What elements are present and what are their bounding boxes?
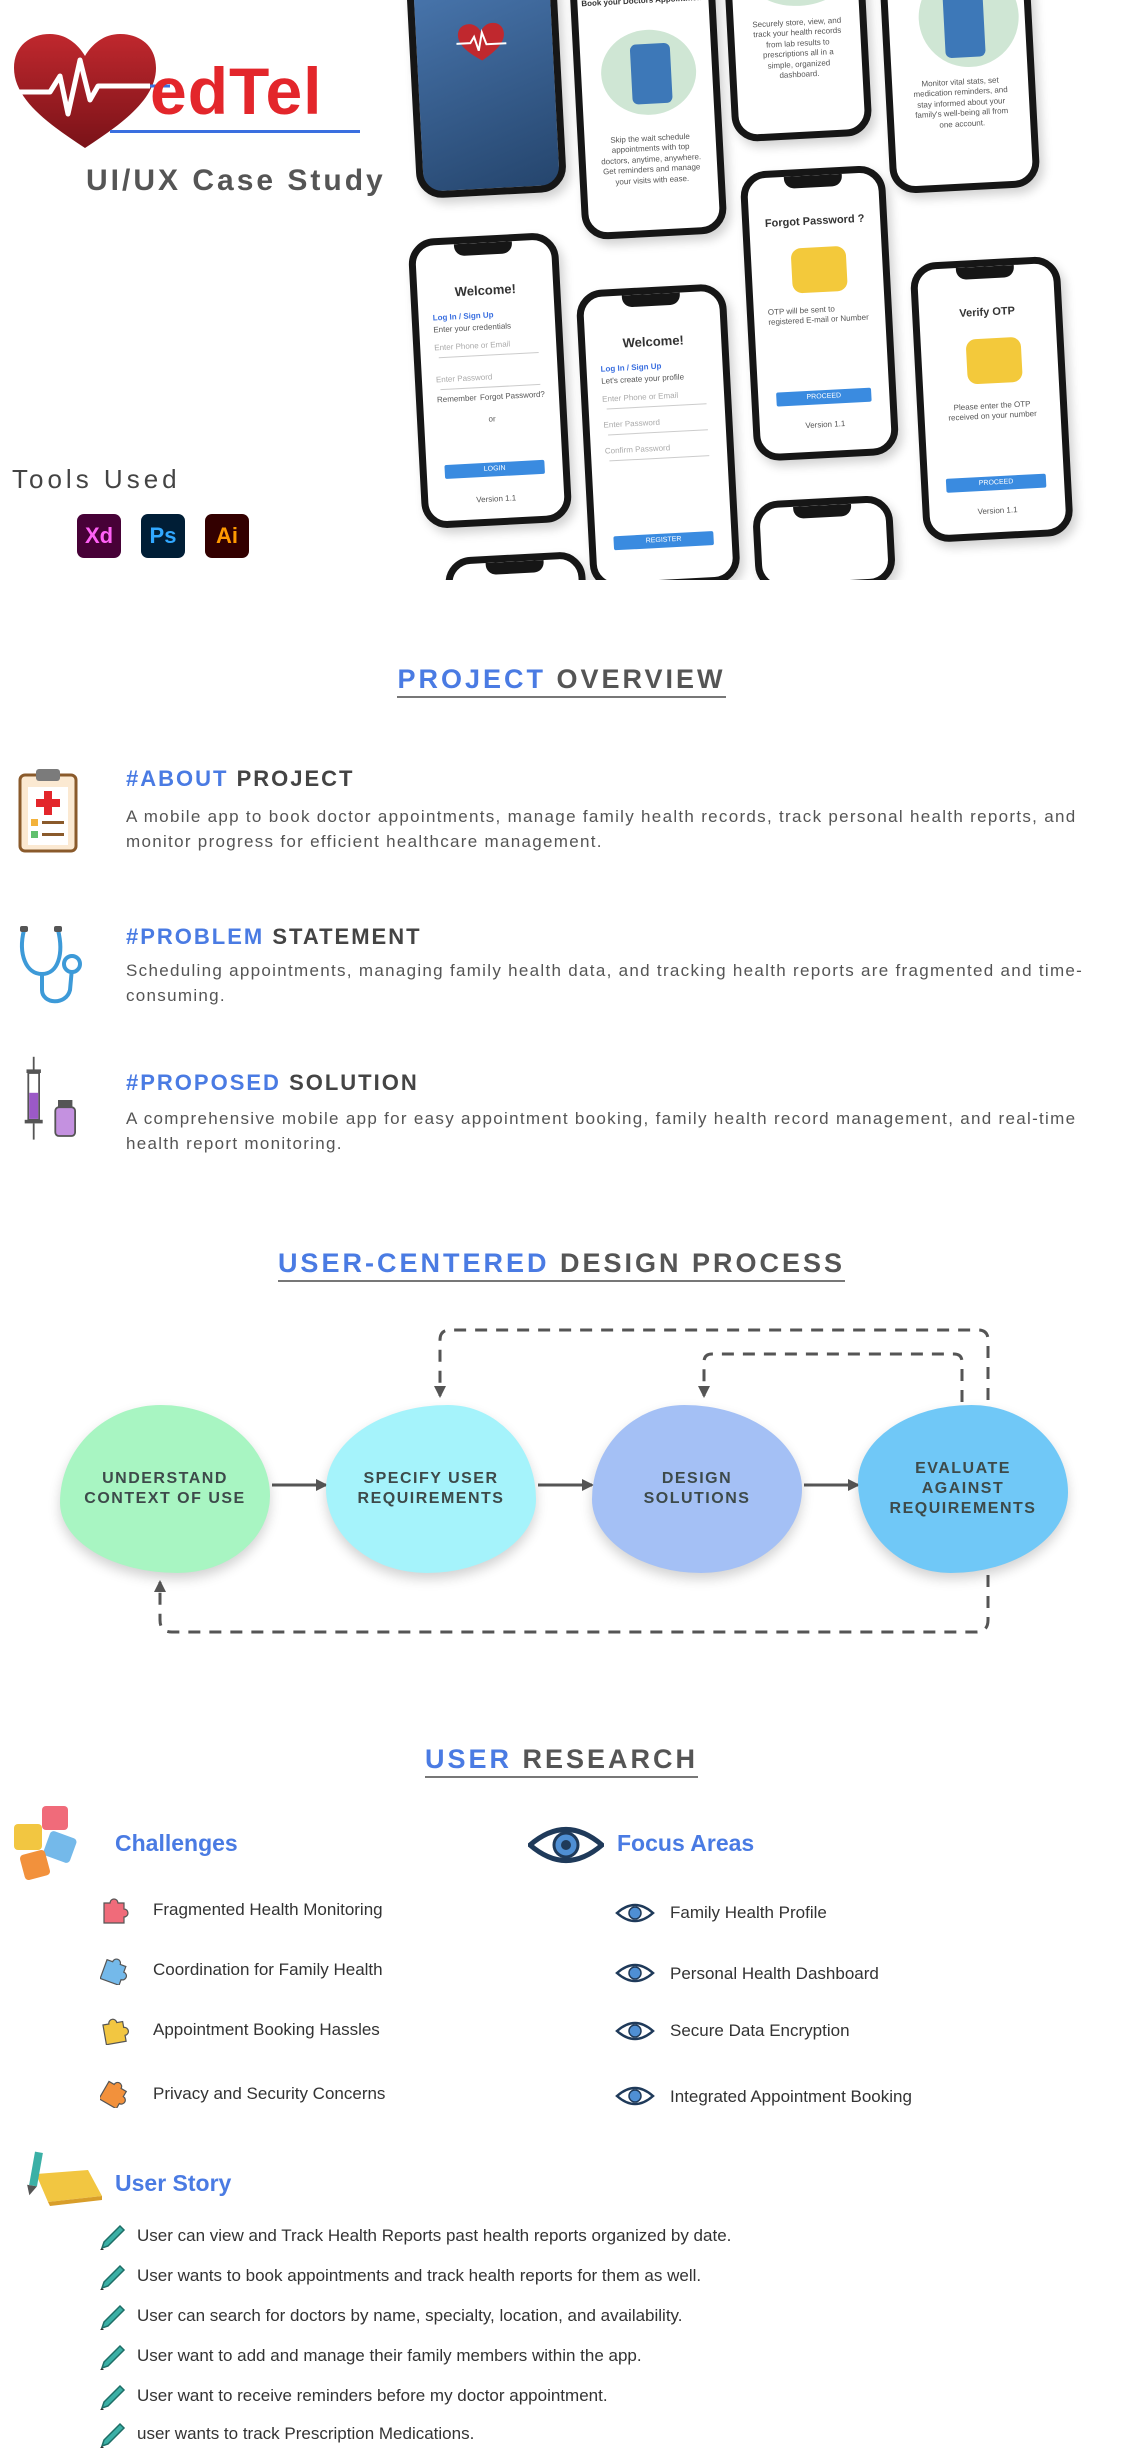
user-story-item: User want to receive reminders before my… [137,2386,608,2405]
syringe-icon [24,1056,76,1140]
xd-icon: Xd [77,514,121,558]
puzzle-piece-icon [103,1898,129,1924]
user-research-title: USER RESEARCH [0,1744,1123,1778]
appointment-screen: Book your Doctors Appointment Skip the w… [568,0,728,241]
design-process-title: USER-CENTERED DESIGN PROCESS [0,1248,1123,1282]
eye-icon [615,2021,655,2041]
logo-text: edTel [150,54,323,128]
pencil-icon [100,2304,126,2330]
pencil-icon [100,2344,126,2370]
about-heading: #ABOUT PROJECT [126,766,355,791]
stethoscope-icon [20,926,82,1004]
illustrator-icon: Ai [205,514,249,558]
user-story-item: User can search for doctors by name, spe… [137,2306,683,2325]
challenge-item: Coordination for Family Health [153,1960,383,1979]
user-story-item: User want to add and manage their family… [137,2346,642,2365]
about-body: A mobile app to book doctor appointments… [126,807,1077,851]
process-step-evaluate: EVALUATE AGAINST REQUIREMENTS [858,1405,1068,1573]
heart-icon [456,22,507,61]
user-story-item: User wants to book appointments and trac… [137,2266,702,2285]
pencil-icon [100,2224,126,2250]
heart-logo-icon [10,34,170,148]
eye-icon [615,1903,655,1923]
tools-title: Tools Used [12,464,181,494]
register-screen: Welcome! Log In / Sign Up Let's create y… [575,283,741,580]
puzzle-cluster-icon [14,1806,77,1881]
eye-icon [615,2086,655,2106]
records-screen: Securely store, view, and track your hea… [723,0,873,143]
photoshop-icon: Ps [141,514,185,558]
pencil-icon [100,2264,126,2290]
forgot-password-screen: Forgot Password ? OTP will be sent to re… [739,164,900,462]
process-step-design: DESIGN SOLUTIONS [592,1405,802,1573]
medtel-logo: edTel [10,30,360,150]
focus-item: Secure Data Encryption [670,2021,850,2040]
monitor-screen: Monitor vital stats, set medication remi… [878,0,1041,195]
puzzle-piece-icon [100,1958,128,1985]
focus-areas-title: Focus Areas [617,1830,755,1856]
problem-body: Scheduling appointments, managing family… [126,961,1084,1005]
pencil-icon [100,2384,126,2410]
phone-mockups: Book your Doctors Appointment Skip the w… [395,0,1123,580]
process-step-specify: SPECIFY USER REQUIREMENTS [326,1405,536,1573]
logo-underline [110,130,360,133]
user-story-item: user wants to track Prescription Medicat… [137,2424,475,2443]
user-story-item: User can view and Track Health Reports p… [137,2226,732,2245]
eye-icon [615,1963,655,1983]
pencil-icon [100,2422,126,2448]
login-screen: Welcome! Log In / Sign Up Enter your cre… [407,231,573,530]
partial-screen [444,550,589,580]
process-step-understand: UNDERSTAND CONTEXT OF USE [60,1405,270,1573]
user-story-title: User Story [115,2170,232,2196]
project-overview-title: PROJECT OVERVIEW [0,664,1123,698]
eye-icon [528,1827,604,1863]
clipboard-icon [18,769,78,853]
partial-screen [751,494,897,580]
challenge-item: Appointment Booking Hassles [153,2020,380,2039]
focus-item: Personal Health Dashboard [670,1964,879,1983]
pen-paper-icon [27,2151,102,2206]
solution-heading: #PROPOSED SOLUTION [126,1070,419,1095]
focus-item: Family Health Profile [670,1903,827,1922]
splash-screen [405,0,568,200]
puzzle-piece-icon [102,2018,129,2045]
challenges-title: Challenges [115,1830,238,1856]
challenge-item: Privacy and Security Concerns [153,2084,386,2103]
challenge-item: Fragmented Health Monitoring [153,1900,383,1919]
process-arrows [154,1328,990,1634]
problem-heading: #PROBLEM STATEMENT [126,924,422,949]
case-study-subtitle: UI/UX Case Study [86,164,386,197]
focus-item: Integrated Appointment Booking [670,2087,912,2106]
verify-otp-screen: Verify OTP Please enter the OTP received… [909,255,1074,544]
solution-body: A comprehensive mobile app for easy appo… [126,1109,1077,1153]
logo-wordmark: edTel [150,58,322,124]
puzzle-piece-icon [100,2080,128,2108]
